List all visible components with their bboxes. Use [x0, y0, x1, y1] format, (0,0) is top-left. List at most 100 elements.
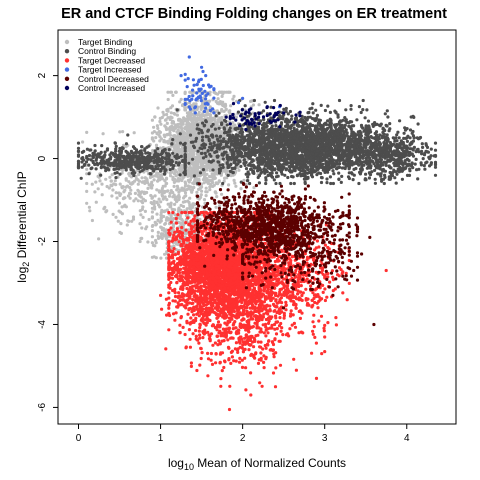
data-point: [116, 219, 120, 223]
data-point: [180, 178, 184, 183]
data-point: [173, 146, 177, 150]
data-point: [162, 113, 166, 117]
data-point: [85, 167, 89, 171]
data-point: [242, 145, 247, 150]
data-point: [206, 148, 210, 153]
data-point: [175, 108, 179, 112]
data-point: [319, 180, 324, 185]
data-point: [217, 130, 221, 134]
data-point: [284, 106, 288, 111]
data-point: [226, 169, 230, 173]
data-point: [172, 143, 176, 147]
data-point: [208, 175, 212, 179]
data-point: [414, 157, 418, 161]
data-point: [313, 124, 318, 128]
data-point: [203, 201, 207, 205]
data-point: [343, 123, 347, 127]
data-point: [348, 125, 352, 129]
data-point: [308, 126, 312, 130]
data-point: [150, 131, 154, 135]
data-point: [307, 110, 311, 115]
data-point: [160, 208, 164, 212]
data-point: [200, 189, 204, 193]
data-point: [295, 173, 300, 177]
data-point: [308, 136, 312, 141]
data-point: [329, 181, 333, 186]
data-point: [222, 137, 226, 141]
data-point: [296, 124, 300, 128]
data-point: [159, 200, 163, 204]
data-point: [194, 136, 199, 140]
data-point: [263, 100, 267, 104]
data-point: [214, 181, 218, 185]
data-point: [123, 188, 127, 192]
data-point: [291, 132, 295, 136]
data-point: [313, 119, 318, 123]
data-point: [222, 90, 226, 94]
data-point: [102, 207, 106, 211]
data-point: [234, 115, 238, 119]
data-point: [157, 190, 162, 194]
data-point: [286, 125, 290, 129]
data-point: [150, 118, 154, 122]
data-point: [232, 94, 236, 98]
data-point: [218, 139, 222, 143]
data-point: [199, 117, 203, 121]
data-point: [275, 150, 279, 154]
data-point: [276, 162, 280, 166]
data-point: [260, 123, 265, 127]
data-point: [178, 150, 182, 154]
data-point: [325, 177, 329, 181]
data-point: [279, 121, 284, 125]
data-point: [90, 182, 94, 186]
data-point: [314, 108, 318, 112]
data-point: [140, 176, 144, 180]
data-point: [126, 194, 130, 198]
data-point: [252, 143, 256, 148]
data-point: [156, 106, 160, 110]
data-point: [306, 176, 310, 180]
data-point: [180, 103, 185, 108]
data-point: [211, 146, 215, 150]
data-point: [171, 138, 175, 142]
data-point: [201, 168, 206, 172]
data-point: [205, 190, 209, 194]
data-point: [325, 181, 329, 185]
data-point: [168, 171, 172, 175]
data-point: [110, 194, 114, 198]
data-point: [151, 148, 155, 153]
data-point: [382, 181, 386, 186]
data-point: [176, 138, 180, 142]
data-point: [172, 180, 176, 184]
data-point: [314, 156, 318, 160]
data-point: [340, 166, 344, 170]
data-point: [160, 193, 164, 197]
data-point: [243, 163, 247, 167]
data-point: [211, 163, 216, 167]
data-point: [152, 178, 156, 182]
data-point: [190, 188, 194, 192]
data-point: [349, 107, 353, 111]
data-point: [270, 145, 274, 149]
data-point: [386, 115, 390, 119]
data-point: [284, 168, 288, 172]
data-point: [192, 144, 196, 148]
data-point: [158, 130, 162, 134]
data-point: [168, 116, 172, 120]
data-point: [153, 115, 157, 119]
data-point: [195, 167, 200, 171]
data-point: [385, 124, 389, 128]
data-point: [100, 182, 104, 186]
data-point: [282, 162, 286, 166]
data-point: [215, 162, 219, 166]
data-point: [132, 131, 136, 135]
data-point: [330, 132, 334, 136]
data-point: [192, 150, 196, 154]
data-point: [286, 112, 290, 116]
data-point: [214, 114, 218, 118]
data-point: [200, 138, 205, 142]
data-point: [303, 160, 307, 164]
data-point: [351, 135, 356, 139]
data-point: [199, 151, 204, 155]
data-point: [291, 175, 295, 179]
